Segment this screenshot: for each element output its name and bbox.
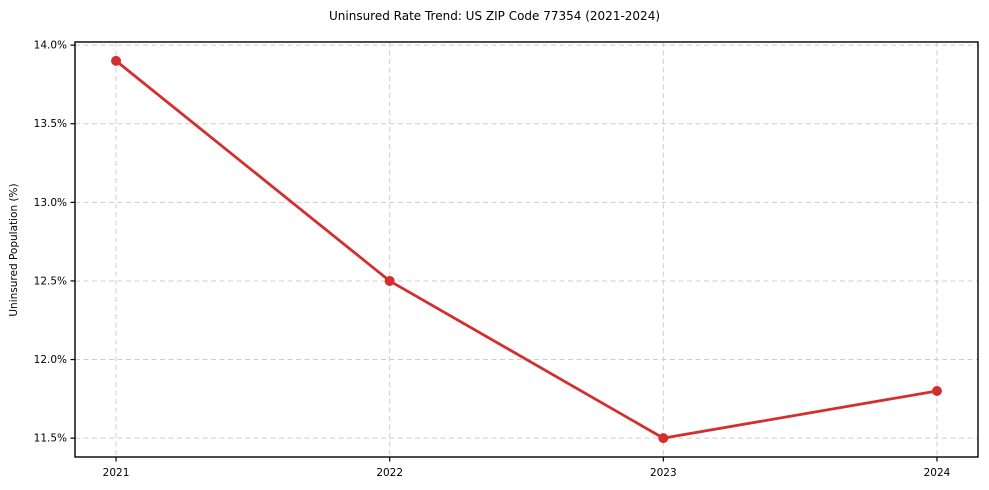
x-tick-label: 2024 (924, 467, 951, 479)
y-tick-label: 11.5% (34, 433, 67, 445)
trend-line (114, 59, 939, 440)
y-tick-label: 14.0% (34, 40, 67, 52)
chart-title: Uninsured Rate Trend: US ZIP Code 77354 … (328, 9, 661, 23)
x-tick-label: 2022 (376, 467, 403, 479)
x-tick-label: 2021 (103, 467, 130, 479)
plot-border (74, 41, 979, 458)
data-point-marker (111, 55, 122, 66)
y-tick-label: 13.5% (34, 118, 67, 130)
data-point-marker (658, 433, 669, 444)
y-tick-label: 13.0% (34, 197, 67, 209)
y-tick-label: 12.0% (34, 354, 67, 366)
y-tick-label: 12.5% (34, 275, 67, 287)
data-point-marker (931, 385, 942, 396)
x-tick-label: 2023 (650, 467, 677, 479)
data-point-marker (384, 275, 395, 286)
